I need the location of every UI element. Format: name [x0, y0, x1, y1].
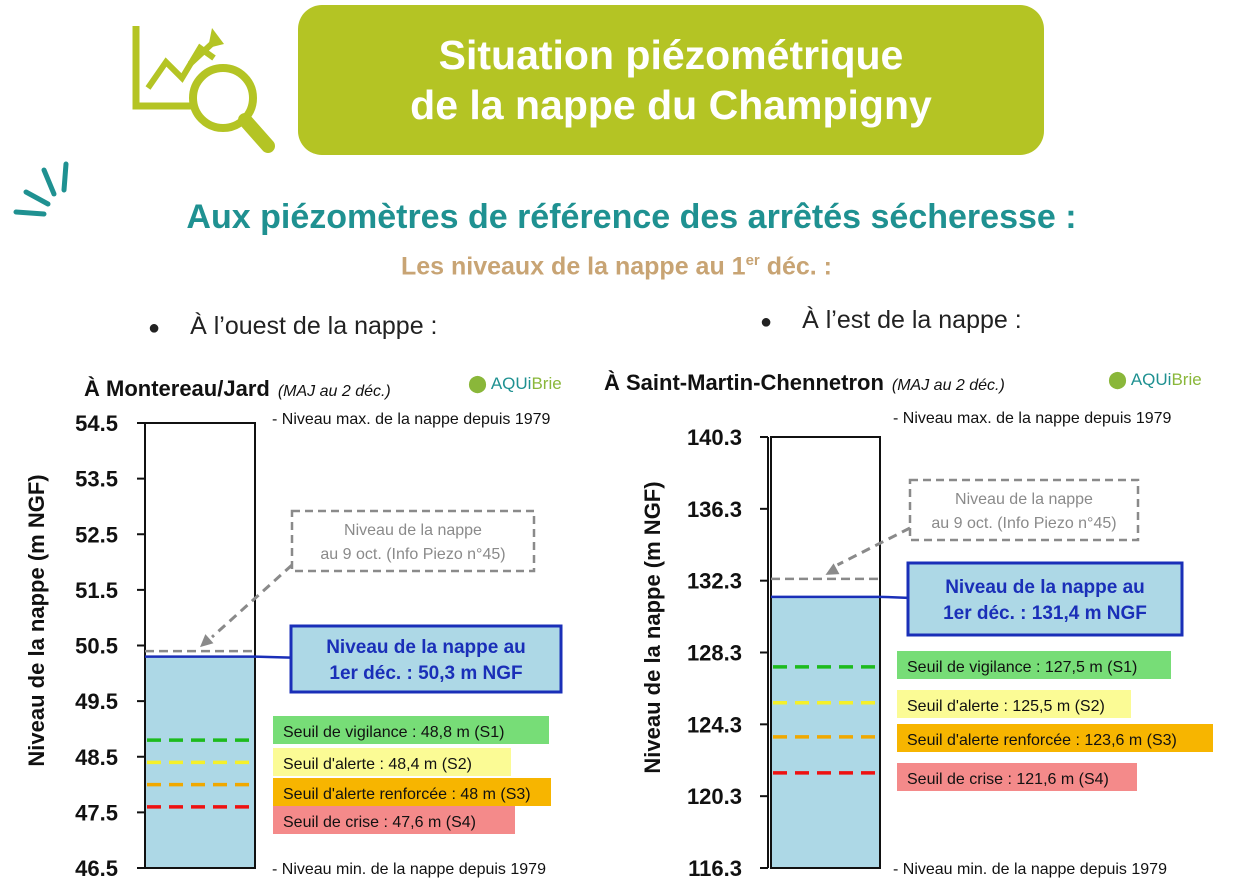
- section-heading: Aux piézomètres de référence des arrêtés…: [186, 198, 1077, 236]
- threshold-label-bg-west: [273, 716, 549, 744]
- threshold-label-east: Seuil d'alerte : 125,5 m (S2): [907, 698, 1105, 715]
- subheading-text: Les niveaux de la nappe au 1: [400, 252, 746, 281]
- arrow-head-icon: [825, 563, 840, 575]
- update-note-west: (MAJ au 2 déc.): [277, 383, 391, 400]
- aquibrie-logo-west: ⬤ AQUiBrie: [468, 374, 562, 394]
- title-line-1: Situation piézométrique: [438, 32, 904, 78]
- chart-title-east: À Saint-Martin-Chennetron (MAJ au 2 déc.): [604, 370, 1005, 396]
- y-tick-label-east: 124.3: [687, 712, 742, 737]
- y-tick-label-east: 140.3: [687, 425, 742, 450]
- bullet-west-text: À l’ouest de la nappe :: [190, 312, 438, 340]
- previous-level-label2-east: au 9 oct. (Info Piezo n°45): [931, 515, 1116, 532]
- chart-title-west: À Montereau/Jard (MAJ au 2 déc.): [84, 376, 391, 402]
- spark-icon: [13, 161, 69, 217]
- threshold-label-bg-east: [897, 690, 1131, 718]
- leaf-icon: ⬤: [468, 374, 491, 393]
- previous-level-callout-east: [908, 478, 1140, 542]
- title-line-2: de la nappe du Champigny: [410, 82, 932, 128]
- previous-level-label2-west: au 9 oct. (Info Piezo n°45): [320, 546, 505, 563]
- bullet-dot-icon: ●: [760, 311, 773, 333]
- y-tick-label-east: 128.3: [687, 641, 742, 666]
- y-tick-label-east: 136.3: [687, 497, 742, 522]
- bullet-west: ● À l’ouest de la nappe :: [148, 312, 438, 341]
- current-level-label2-west: 1er déc. : 50,3 m NGF: [329, 663, 522, 684]
- y-tick-label-east: 120.3: [687, 784, 742, 809]
- threshold-label-bg-west: [273, 806, 515, 834]
- bullet-east-text: À l’est de la nappe :: [802, 306, 1022, 334]
- previous-level-arrow-east: [836, 526, 911, 567]
- section-subheading: Les niveaux de la nappe au 1er déc. :: [0, 252, 1233, 281]
- threshold-label-east: Seuil d'alerte renforcée : 123,6 m (S3): [907, 732, 1177, 749]
- threshold-label-west: Seuil de vigilance : 48,8 m (S1): [283, 724, 504, 741]
- aquibrie-b: Brie: [531, 374, 562, 393]
- leaf-icon: ⬤: [1108, 370, 1131, 389]
- y-tick-label-west: 47.5: [75, 800, 118, 825]
- min-level-note-east: - Niveau min. de la nappe depuis 1979: [893, 861, 1167, 878]
- threshold-label-west: Seuil de crise : 47,6 m (S4): [283, 814, 476, 831]
- aquibrie-a: AQUi: [1130, 370, 1172, 389]
- bullet-dot-icon: ●: [148, 317, 161, 339]
- arrow-head-icon: [200, 634, 214, 648]
- current-level-label1-west: Niveau de la nappe au: [326, 637, 526, 658]
- aquibrie-logo-east: ⬤ AQUiBrie: [1108, 370, 1202, 390]
- chart-magnifier-icon: [132, 26, 275, 153]
- current-level-connector-east: [879, 595, 909, 600]
- chart-title-west-text: À Montereau/Jard: [84, 376, 270, 401]
- current-level-label2-east: 1er déc. : 131,4 m NGF: [943, 603, 1147, 624]
- y-tick-label-west: 49.5: [75, 689, 118, 714]
- y-tick-label-west: 46.5: [75, 856, 118, 881]
- y-tick-label-west: 48.5: [75, 745, 118, 770]
- threshold-label-east: Seuil de vigilance : 127,5 m (S1): [907, 659, 1137, 676]
- update-note-east: (MAJ au 2 déc.): [891, 377, 1005, 394]
- aquibrie-b: Brie: [1171, 370, 1202, 389]
- current-level-callout-west: [289, 624, 563, 694]
- previous-level-label1-east: Niveau de la nappe: [955, 491, 1093, 508]
- subheading-sup: er: [745, 252, 760, 269]
- y-tick-label-west: 50.5: [75, 634, 118, 659]
- min-level-note-west: - Niveau min. de la nappe depuis 1979: [272, 861, 546, 878]
- subheading-tail: déc. :: [759, 252, 833, 281]
- y-tick-label-west: 53.5: [75, 467, 118, 492]
- threshold-label-bg-west: [273, 778, 551, 806]
- threshold-label-bg-east: [897, 763, 1137, 791]
- range-frame-east: [770, 436, 881, 869]
- y-tick-label-east: 116.3: [688, 856, 742, 881]
- current-level-callout-east: [906, 561, 1184, 637]
- y-axis-label-west: Niveau de la nappe (m NGF): [24, 474, 49, 766]
- y-tick-label-east: 132.3: [687, 569, 742, 594]
- current-level-connector-west: [254, 655, 292, 659]
- previous-level-label1-west: Niveau de la nappe: [344, 522, 482, 539]
- max-level-note-east: - Niveau max. de la nappe depuis 1979: [893, 410, 1172, 427]
- max-level-note-west: - Niveau max. de la nappe depuis 1979: [272, 411, 551, 428]
- title-banner: Situation piézométrique de la nappe du C…: [298, 5, 1044, 155]
- aquibrie-a: AQUi: [490, 374, 532, 393]
- threshold-label-east: Seuil de crise : 121,6 m (S4): [907, 771, 1109, 788]
- y-tick-label-west: 54.5: [75, 411, 118, 436]
- y-tick-label-west: 52.5: [75, 522, 118, 547]
- bullet-east: ● À l’est de la nappe :: [760, 306, 1022, 335]
- y-tick-label-west: 51.5: [75, 578, 118, 603]
- previous-level-arrow-west: [210, 563, 294, 639]
- water-level-bar-east: [771, 596, 880, 868]
- chart-title-east-text: À Saint-Martin-Chennetron: [604, 370, 884, 395]
- threshold-label-bg-east: [897, 651, 1171, 679]
- previous-level-callout-west: [290, 509, 536, 573]
- y-axis-label-east: Niveau de la nappe (m NGF): [640, 481, 665, 773]
- threshold-label-west: Seuil d'alerte : 48,4 m (S2): [283, 756, 472, 773]
- current-level-label1-east: Niveau de la nappe au: [945, 577, 1145, 598]
- threshold-label-west: Seuil d'alerte renforcée : 48 m (S3): [283, 786, 531, 803]
- threshold-label-bg-west: [273, 748, 511, 776]
- threshold-label-bg-east: [897, 724, 1213, 752]
